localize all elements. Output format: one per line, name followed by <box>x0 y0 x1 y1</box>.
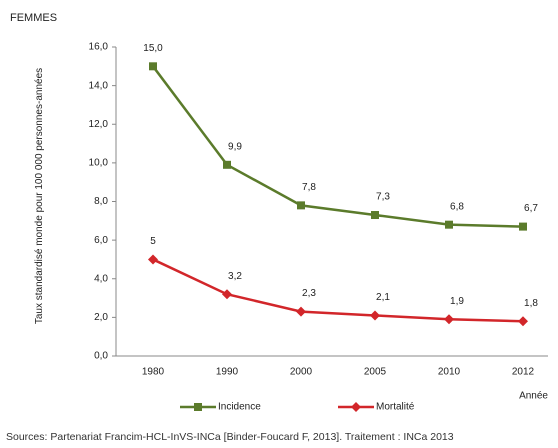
data-label: 5 <box>150 236 156 247</box>
data-label: 7,3 <box>376 192 390 203</box>
series-line <box>152 65 524 228</box>
data-point <box>445 220 453 229</box>
y-tick-label: 6,0 <box>94 235 108 246</box>
x-tick-label: 2010 <box>438 367 461 378</box>
data-label: 2,3 <box>302 288 316 299</box>
data-label: 2,1 <box>376 292 390 303</box>
y-tick-label: 8,0 <box>94 196 108 207</box>
legend-label: Mortalité <box>376 402 415 413</box>
chart-title: FEMMES <box>10 12 57 24</box>
y-tick-label: 2,0 <box>94 312 108 323</box>
y-tick-label: 0,0 <box>94 351 108 362</box>
data-label: 3,2 <box>228 271 242 282</box>
x-tick-label: 1980 <box>142 367 165 378</box>
data-label: 1,9 <box>450 296 464 307</box>
data-point <box>222 289 232 300</box>
data-label: 7,8 <box>302 182 316 193</box>
y-axis-label: Taux standardisé monde pour 100 000 pers… <box>34 67 45 325</box>
y-tick-label: 10,0 <box>89 158 109 169</box>
data-label: 1,8 <box>524 298 538 309</box>
data-point <box>370 310 380 321</box>
data-point <box>223 160 231 169</box>
data-label: 15,0 <box>143 43 163 54</box>
data-point <box>297 201 305 210</box>
series-line <box>152 258 524 323</box>
y-tick-label: 4,0 <box>94 273 108 284</box>
data-point <box>444 314 454 325</box>
legend-marker <box>351 402 361 412</box>
data-point <box>296 306 306 317</box>
y-tick-label: 16,0 <box>89 42 109 53</box>
x-tick-label: 2000 <box>290 367 313 378</box>
source: Sources: Partenariat Francim-HCL-InVS-IN… <box>6 431 454 443</box>
data-label: 6,7 <box>524 203 538 214</box>
x-tick-label: 2012 <box>512 367 535 378</box>
x-axis-label: Année <box>519 391 548 402</box>
data-point <box>371 211 379 220</box>
data-point <box>518 316 528 327</box>
data-point <box>149 62 157 71</box>
legend-marker <box>194 403 202 411</box>
data-point <box>148 254 158 265</box>
legend-label: Incidence <box>218 402 261 413</box>
y-tick-label: 12,0 <box>89 119 109 130</box>
x-tick-label: 1990 <box>216 367 239 378</box>
data-point <box>519 222 527 231</box>
data-label: 9,9 <box>228 141 242 152</box>
x-tick-label: 2005 <box>364 367 387 378</box>
data-label: 6,8 <box>450 201 464 212</box>
y-tick-label: 14,0 <box>89 80 109 91</box>
